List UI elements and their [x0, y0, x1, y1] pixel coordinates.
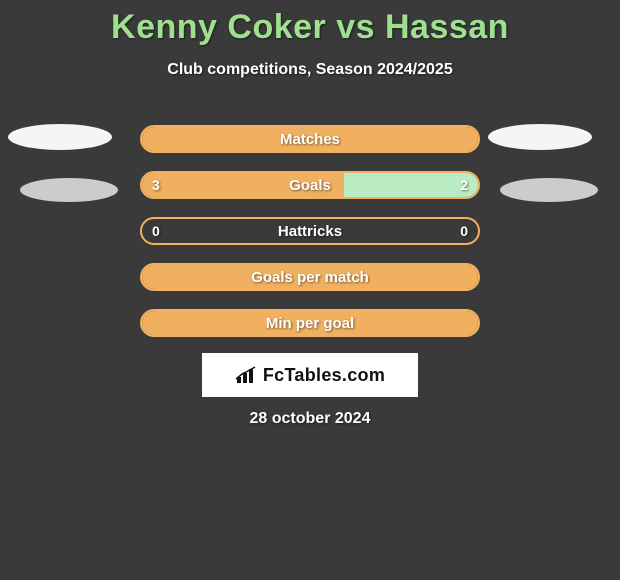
- stat-value-left: 3: [152, 173, 160, 197]
- logo-box: FcTables.com: [202, 353, 418, 397]
- player-right-photo-bot: [500, 178, 598, 202]
- page-title: Kenny Coker vs Hassan: [0, 0, 620, 47]
- stat-row-min-per-goal: Min per goal: [140, 309, 480, 337]
- stat-label: Hattricks: [142, 219, 478, 243]
- player-left-photo-bot: [20, 178, 118, 202]
- stat-row-matches: Matches: [140, 125, 480, 153]
- stat-fill-right: [344, 173, 478, 197]
- stat-row-goals: Goals32: [140, 171, 480, 199]
- comparison-infographic: Kenny Coker vs Hassan Club competitions,…: [0, 0, 620, 580]
- stat-row-hattricks: Hattricks0 0: [140, 217, 480, 245]
- stat-bars: MatchesGoals32Hattricks00Goals per match…: [140, 125, 480, 355]
- stat-fill-left: [142, 265, 478, 289]
- player-left-photo-top: [8, 124, 112, 150]
- logo-text: FcTables.com: [263, 365, 385, 386]
- stat-fill-left: [142, 127, 478, 151]
- page-subtitle: Club competitions, Season 2024/2025: [0, 61, 620, 79]
- stat-fill-left: [142, 173, 344, 197]
- stat-fill-left: [142, 311, 478, 335]
- player-right-photo-top: [488, 124, 592, 150]
- stat-value-left: 0: [152, 219, 160, 243]
- date-label: 28 october 2024: [0, 410, 620, 428]
- stat-row-goals-per-match: Goals per match: [140, 263, 480, 291]
- stat-value-right: 2: [460, 173, 468, 197]
- bar-chart-icon: [235, 365, 259, 385]
- stat-value-right: 0: [460, 219, 468, 243]
